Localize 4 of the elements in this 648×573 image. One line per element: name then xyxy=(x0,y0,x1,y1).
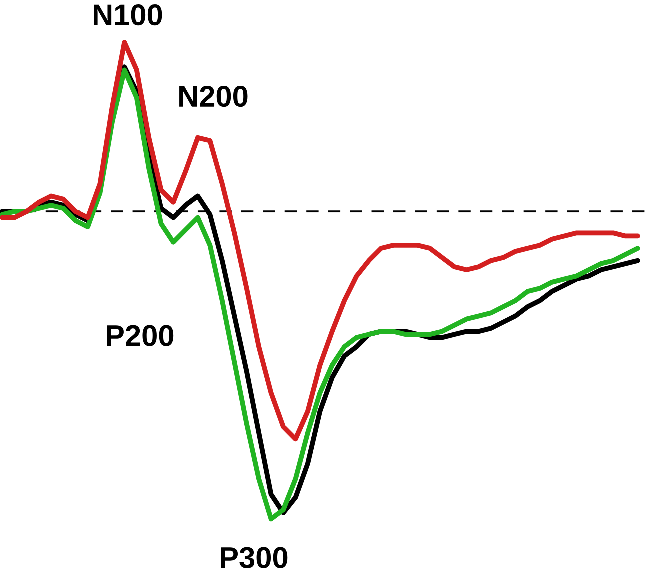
annotation: N200 xyxy=(180,86,248,108)
text: N100 xyxy=(94,4,162,26)
annotation: P200 xyxy=(107,325,174,346)
text: P300 xyxy=(221,547,288,568)
